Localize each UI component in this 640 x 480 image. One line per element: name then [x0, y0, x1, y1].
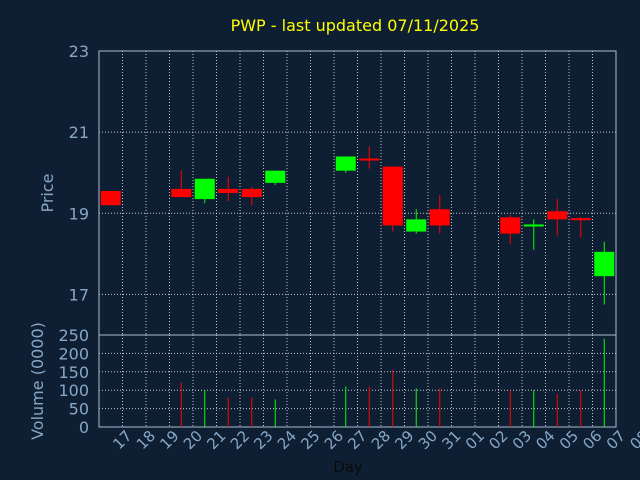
- candle-body: [429, 209, 450, 226]
- volume-grid: [99, 335, 617, 427]
- candle-body: [406, 219, 427, 232]
- x-tick-label: 08: [626, 427, 640, 453]
- candle-body: [547, 211, 568, 220]
- x-tick-label: 07: [603, 427, 629, 453]
- x-tick-label: 25: [297, 427, 323, 453]
- x-tick-label: 17: [109, 427, 135, 453]
- volume-tick-label: 200: [58, 344, 89, 363]
- candle-body: [594, 251, 615, 277]
- x-tick-label: 22: [227, 427, 253, 453]
- volume-tick-label: 100: [58, 381, 89, 400]
- candles: [100, 146, 615, 305]
- x-tick-label: 19: [156, 427, 182, 453]
- volume-tick-label: 0: [79, 418, 89, 437]
- x-tick-label: 28: [368, 427, 394, 453]
- candle-body: [218, 188, 239, 193]
- x-tick-label: 04: [532, 427, 558, 453]
- x-tick-label: 24: [274, 427, 300, 453]
- candle-body: [335, 156, 356, 171]
- chart-title: PWP - last updated 07/11/2025: [231, 16, 480, 35]
- candle-body: [194, 178, 215, 200]
- price-tick-label: 17: [69, 285, 89, 304]
- volume-tick-label: 150: [58, 363, 89, 382]
- candle-body: [570, 218, 591, 221]
- x-tick-label: 21: [203, 427, 229, 453]
- x-tick-label: 23: [250, 427, 276, 453]
- price-axis-label: Price: [38, 173, 57, 212]
- candle-body: [241, 188, 262, 198]
- volume-axis-label: Volume (0000): [28, 322, 47, 440]
- price-tick-label: 23: [69, 42, 89, 61]
- x-tick-label: 20: [180, 427, 206, 453]
- x-tick-label: 27: [344, 427, 370, 453]
- candle-body: [100, 190, 121, 206]
- candle-body: [359, 158, 380, 161]
- x-tick-label: 06: [579, 427, 605, 453]
- price-axis: 17 19 21 23: [69, 42, 89, 304]
- x-tick-label: 01: [462, 427, 488, 453]
- x-tick-label: 30: [415, 427, 441, 453]
- x-axis: 1718192021222324252627282930310102030405…: [109, 427, 640, 453]
- x-tick-label: 31: [438, 427, 464, 453]
- x-tick-label: 03: [509, 427, 535, 453]
- x-axis-label: Day: [333, 458, 363, 476]
- x-tick-label: 26: [321, 427, 347, 453]
- volume-panel-frame: [98, 334, 617, 428]
- candle-body: [265, 170, 286, 183]
- candle-body: [523, 224, 544, 227]
- x-tick-label: 29: [391, 427, 417, 453]
- candle-body: [171, 188, 192, 198]
- volume-tick-label: 50: [69, 400, 89, 419]
- volume-tick-label: 250: [58, 326, 89, 345]
- x-tick-label: 05: [556, 427, 582, 453]
- candle-body: [500, 217, 521, 234]
- x-tick-label: 18: [133, 427, 159, 453]
- price-tick-label: 21: [69, 123, 89, 142]
- x-tick-label: 02: [485, 427, 511, 453]
- candle-body: [382, 166, 403, 226]
- price-tick-label: 19: [69, 204, 89, 223]
- volume-bars: [180, 338, 605, 427]
